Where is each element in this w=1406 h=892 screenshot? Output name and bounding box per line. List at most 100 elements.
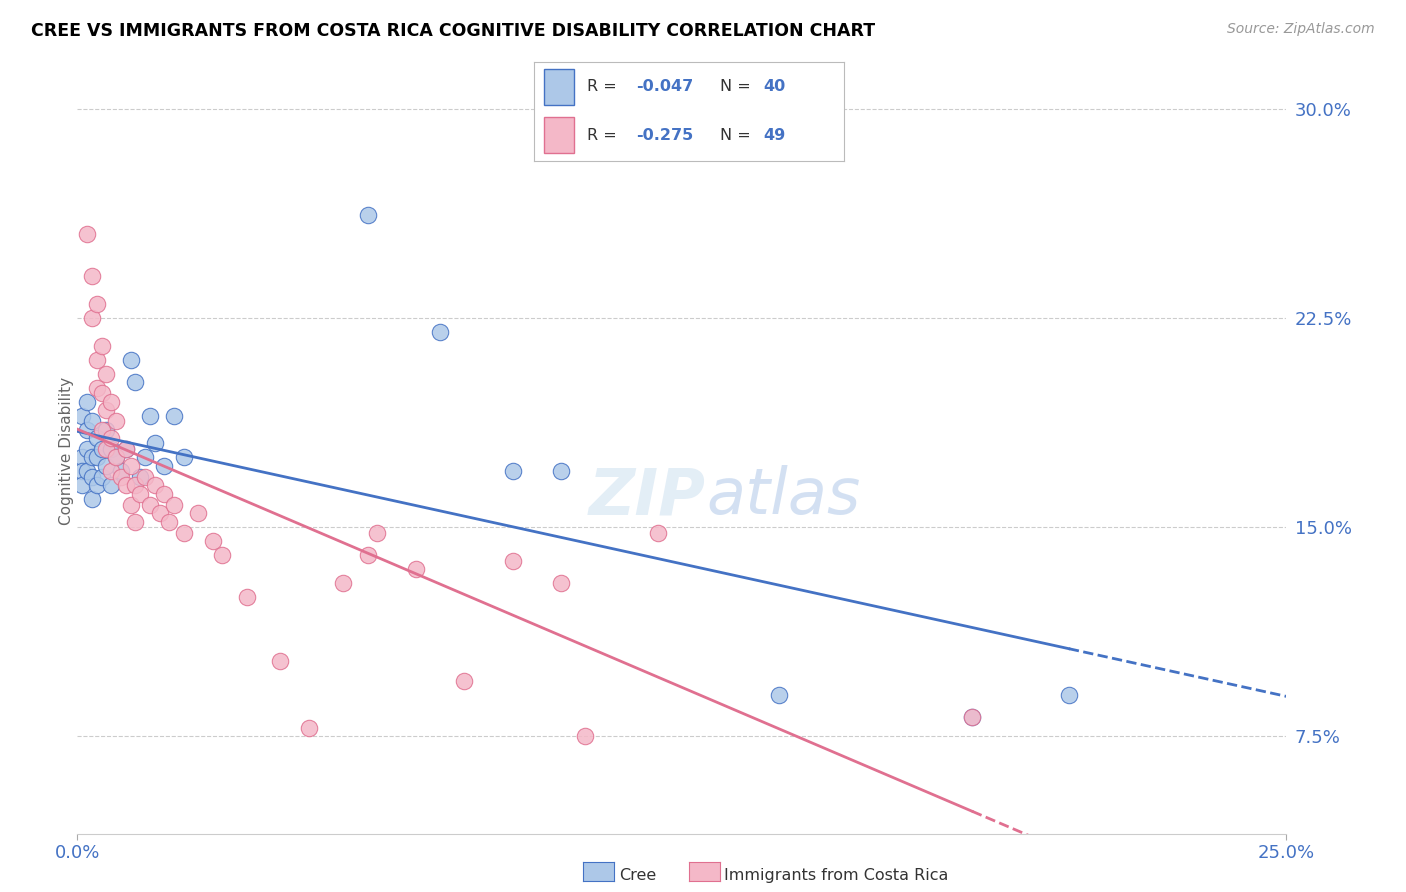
Point [124, 478, 146, 492]
Point [356, 208, 378, 222]
Point [550, 464, 572, 478]
Point [124, 515, 146, 529]
Text: -0.275: -0.275 [637, 128, 693, 143]
Point [80, 492, 103, 507]
Point [76, 227, 98, 242]
Point [120, 458, 142, 473]
Point [100, 394, 122, 409]
Point [96, 423, 118, 437]
Point [574, 730, 596, 744]
Point [90, 339, 112, 353]
Point [550, 576, 572, 591]
Point [120, 498, 142, 512]
Point [76, 423, 98, 437]
Point [502, 554, 524, 568]
Point [90, 470, 112, 484]
Text: CREE VS IMMIGRANTS FROM COSTA RICA COGNITIVE DISABILITY CORRELATION CHART: CREE VS IMMIGRANTS FROM COSTA RICA COGNI… [31, 22, 875, 40]
Point [80, 414, 103, 428]
Point [105, 450, 128, 465]
Point [100, 442, 122, 456]
Point [76, 394, 98, 409]
Point [1057, 688, 1080, 702]
Point [153, 486, 176, 500]
Point [114, 478, 136, 492]
Point [96, 458, 118, 473]
Point [153, 458, 176, 473]
Point [90, 423, 112, 437]
Point [80, 269, 103, 284]
Point [70, 464, 93, 478]
Text: Source: ZipAtlas.com: Source: ZipAtlas.com [1227, 22, 1375, 37]
Text: R =: R = [586, 79, 621, 95]
Point [86, 478, 108, 492]
Point [114, 442, 136, 456]
Point [100, 464, 122, 478]
Point [80, 310, 103, 325]
Point [90, 386, 112, 401]
Point [96, 367, 118, 381]
Point [163, 498, 186, 512]
Point [124, 375, 146, 389]
Point [80, 450, 103, 465]
Text: N =: N = [720, 79, 756, 95]
Point [76, 442, 98, 456]
Point [90, 442, 112, 456]
Bar [544, 70, 575, 104]
Point [110, 470, 132, 484]
Point [502, 464, 524, 478]
Point [960, 710, 983, 724]
Point [86, 431, 108, 445]
Text: atlas: atlas [706, 466, 860, 527]
Point [356, 548, 378, 562]
Text: 49: 49 [763, 128, 786, 143]
Y-axis label: Cognitive Disability: Cognitive Disability [59, 376, 73, 524]
Point [157, 515, 180, 529]
Text: R =: R = [586, 128, 621, 143]
Text: ZIP: ZIP [589, 466, 706, 527]
Point [70, 478, 93, 492]
Point [429, 325, 451, 339]
Point [235, 590, 257, 604]
Point [211, 548, 233, 562]
Point [201, 534, 224, 549]
Point [110, 464, 132, 478]
Point [114, 442, 136, 456]
Point [100, 431, 122, 445]
Point [173, 450, 195, 465]
Point [148, 506, 170, 520]
Point [768, 688, 790, 702]
Point [332, 576, 354, 591]
Point [139, 409, 162, 423]
Text: Immigrants from Costa Rica: Immigrants from Costa Rica [724, 869, 949, 883]
Point [76, 464, 98, 478]
Point [96, 403, 118, 417]
Point [120, 352, 142, 367]
Point [86, 381, 108, 395]
Point [105, 450, 128, 465]
Point [647, 525, 669, 540]
Bar [544, 118, 575, 153]
Point [70, 409, 93, 423]
Point [100, 478, 122, 492]
Point [366, 525, 388, 540]
Text: 40: 40 [763, 79, 786, 95]
Point [173, 525, 195, 540]
Point [134, 450, 156, 465]
Point [70, 450, 93, 465]
Point [134, 470, 156, 484]
Point [86, 297, 108, 311]
Point [960, 710, 983, 724]
Point [269, 654, 291, 668]
Point [105, 414, 128, 428]
Point [453, 673, 475, 688]
Text: -0.047: -0.047 [637, 79, 693, 95]
Text: N =: N = [720, 128, 756, 143]
Point [86, 352, 108, 367]
Point [139, 498, 162, 512]
Point [129, 486, 152, 500]
Point [405, 562, 427, 576]
Point [86, 450, 108, 465]
Point [129, 470, 152, 484]
Point [143, 478, 166, 492]
Point [163, 409, 186, 423]
